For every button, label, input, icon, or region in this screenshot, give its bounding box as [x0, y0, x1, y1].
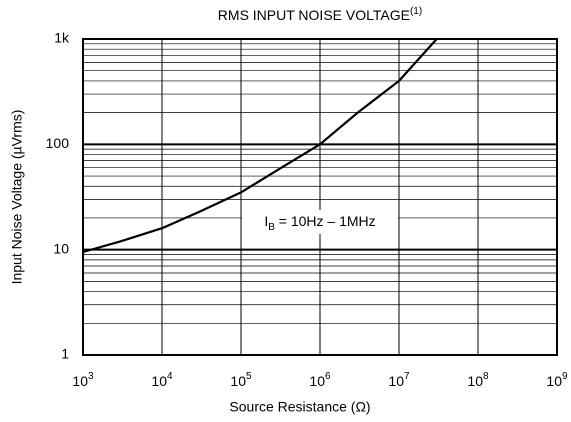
x-tick-exponent: 3 — [88, 371, 94, 382]
y-tick-label: 1k — [54, 30, 70, 46]
annotation-main: I — [264, 213, 268, 229]
x-tick-base: 10 — [151, 373, 167, 389]
chart-title: RMS INPUT NOISE VOLTAGE(1) — [218, 6, 422, 23]
x-tick-base: 10 — [309, 373, 325, 389]
x-tick-exponent: 7 — [404, 371, 410, 382]
x-tick-exponent: 6 — [325, 371, 331, 382]
x-tick-exponent: 8 — [483, 371, 489, 382]
annotation: IB = 10Hz – 1MHz — [264, 213, 375, 233]
x-tick-exponent: 4 — [167, 371, 173, 382]
x-tick-label: 104 — [151, 371, 173, 389]
x-tick-label: 108 — [467, 371, 489, 389]
x-tick-base: 10 — [546, 373, 562, 389]
plot-frame — [82, 38, 558, 356]
x-tick-base: 10 — [388, 373, 404, 389]
y-tick-label: 100 — [46, 135, 70, 151]
x-tick-label: 109 — [546, 371, 568, 389]
x-tick-base: 10 — [467, 373, 483, 389]
y-axis-label: Input Noise Voltage (µVrms) — [9, 110, 25, 285]
annotation-rest: = 10Hz – 1MHz — [275, 213, 376, 229]
x-tick-label: 103 — [72, 371, 94, 389]
x-tick-exponent: 9 — [562, 371, 568, 382]
y-tick-label: 1 — [61, 346, 69, 362]
x-tick-base: 10 — [230, 373, 246, 389]
annotation-sub: B — [268, 222, 275, 233]
x-tick-exponent: 5 — [246, 371, 252, 382]
x-tick-label: 107 — [388, 371, 410, 389]
x-tick-base: 10 — [72, 373, 88, 389]
x-tick-label: 106 — [309, 371, 331, 389]
annotation-bg — [242, 210, 398, 234]
x-tick-label: 105 — [230, 371, 252, 389]
x-axis-label: Source Resistance (Ω) — [229, 399, 370, 415]
line-series — [82, 38, 438, 254]
y-tick-label: 10 — [53, 240, 69, 256]
